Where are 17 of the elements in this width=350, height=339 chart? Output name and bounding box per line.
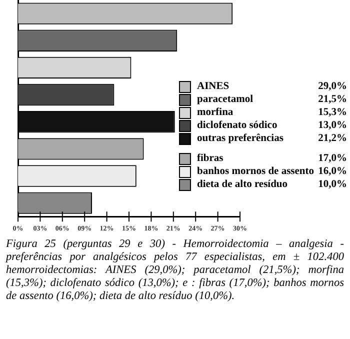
legend-label: fibras [197,152,224,165]
legend-label: dieta de alto resíduo [197,178,289,191]
legend-label: paracetamol [197,93,254,106]
legend-label: morfina [197,106,234,119]
text: 21,5% [318,93,347,106]
legend-label: AINES [197,80,230,93]
text: 17,0% [318,152,347,165]
text: Figura 25 (perguntas 29 e 30) - Hemorroidectomia – analgesia - preferências por analgésicos pelos 77 especialistas, em ± 102.400 hemorroidectomias: AINES (29,0%); paracetamol (21,5%); morfina (15,3%); diclofenato sódico (13,0%); e : fibras (17,0%); banhos mornos de assento (16,0%); dieta de alto resíduo (10,0%). [6,238,344,303]
text: 13,0% [318,119,347,132]
legend-label: outras preferências [197,132,284,145]
text: 10,0% [318,178,347,191]
text: 16,0% [318,165,347,178]
text: 15,3% [318,106,347,119]
text: 29,0% [318,80,347,93]
legend-label: banhos mornos de assento [197,165,315,178]
text: 21,2% [318,132,347,145]
legend-label: diclofenato sódico [197,119,278,132]
